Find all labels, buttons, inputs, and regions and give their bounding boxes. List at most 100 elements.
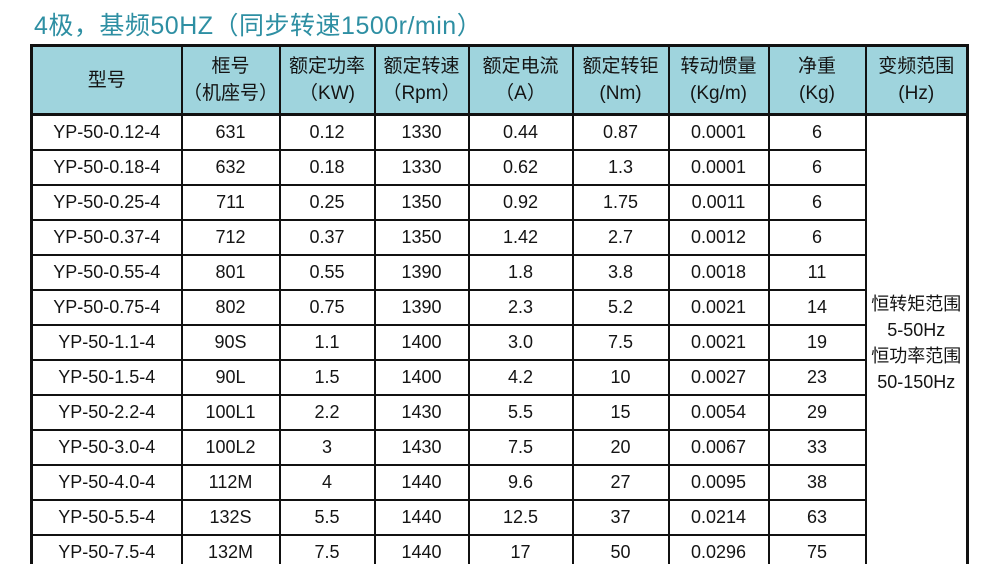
table-row: YP-50-2.2-4 100L1 2.2 1430 5.5 15 0.0054 29: [30, 394, 968, 431]
cell-frame-number: 631: [180, 113, 281, 151]
cell-rated-current: 1.8: [467, 254, 574, 291]
cell-rated-current: 5.5: [467, 394, 574, 431]
cell-rated-current: 4.2: [467, 359, 574, 396]
cell-frame-number: 711: [180, 184, 281, 221]
table-row: YP-50-0.12-4 631 0.12 1330 0.44 0.87 0.0001 6 恒转…: [30, 113, 969, 564]
cell-model: YP-50-0.37-4: [30, 219, 183, 256]
cell-model: YP-50-3.0-4: [30, 429, 183, 466]
cell-rated-speed: 1400: [373, 359, 470, 396]
table-row: YP-50-3.0-4 100L2 3 1430 7.5 20 0.0067 33: [30, 429, 968, 466]
column-header-3: 额定转速 （Rpm）: [373, 44, 470, 116]
frequency-range-note-line: 恒转矩范围: [871, 293, 962, 314]
cell-frame-number: 100L1: [180, 394, 281, 431]
table-head: 型号 框号 （机座号） 额定功率 （KW) 额定转速 （Rpm） 额定电流 （A） 额定转钜 (Nm…: [30, 44, 969, 116]
cell-model: YP-50-0.12-4: [30, 113, 183, 151]
table-row: YP-50-4.0-4 112M 4 1440 9.6 27 0.0095 38: [30, 464, 968, 501]
column-header-label: 框号: [211, 56, 250, 77]
column-header-7: 净重 (Kg): [767, 44, 867, 116]
cell-rated-power: 5.5: [278, 499, 376, 536]
cell-frame-number: 802: [180, 289, 281, 326]
cell-rated-torque: 15: [571, 394, 670, 431]
column-header-label: 额定转速: [383, 56, 460, 77]
cell-rated-current: 3.0: [467, 324, 574, 361]
cell-rated-speed: 1400: [373, 324, 470, 361]
cell-rated-torque: 27: [571, 464, 670, 501]
cell-rated-current: 0.92: [467, 184, 574, 221]
table-header-row: 型号 框号 （机座号） 额定功率 （KW) 额定转速 （Rpm） 额定电流 （A） 额定转钜 (Nm…: [30, 44, 969, 116]
cell-rated-power: 0.18: [278, 149, 376, 186]
cell-rated-torque: 0.87: [571, 113, 670, 151]
cell-moment-of-inertia: 0.0012: [667, 219, 770, 256]
motor-spec-table: 型号 框号 （机座号） 额定功率 （KW) 额定转速 （Rpm） 额定电流 （A） 额定转钜 (Nm…: [30, 44, 969, 564]
cell-rated-torque: 37: [571, 499, 670, 536]
cell-moment-of-inertia: 0.0021: [667, 289, 770, 326]
column-header-unit: （机座号）: [182, 83, 278, 104]
cell-rated-torque: 2.7: [571, 219, 670, 256]
cell-frame-number: 132S: [180, 499, 281, 536]
column-header-0: 型号: [30, 44, 183, 116]
column-header-label: 型号: [87, 69, 126, 91]
cell-rated-power: 1.1: [278, 324, 376, 361]
cell-frame-number: 100L2: [180, 429, 281, 466]
cell-moment-of-inertia: 0.0018: [667, 254, 770, 291]
column-header-unit: (Hz): [898, 83, 935, 104]
frequency-range-note: 恒转矩范围 5-50Hz 恒功率范围 50-150Hz: [864, 113, 969, 564]
cell-rated-speed: 1330: [373, 113, 470, 151]
cell-moment-of-inertia: 0.0054: [667, 394, 770, 431]
table-row: YP-50-0.18-4 632 0.18 1330 0.62 1.3 0.0001 6: [30, 149, 968, 186]
frequency-range-note-line: 50-150Hz: [877, 371, 956, 392]
cell-rated-power: 0.12: [278, 113, 376, 151]
cell-rated-speed: 1440: [373, 499, 470, 536]
column-header-5: 额定转钜 (Nm): [571, 44, 670, 116]
cell-rated-speed: 1350: [373, 184, 470, 221]
cell-moment-of-inertia: 0.0001: [667, 149, 770, 186]
cell-rated-current: 2.3: [467, 289, 574, 326]
cell-moment-of-inertia: 0.0027: [667, 359, 770, 396]
table-row: YP-50-7.5-4 132M 7.5 1440 17 50 0.0296 75: [30, 534, 968, 564]
cell-frame-number: 132M: [180, 534, 281, 564]
column-header-label: 转动惯量: [680, 56, 757, 77]
cell-rated-torque: 7.5: [571, 324, 670, 361]
cell-rated-current: 12.5: [467, 499, 574, 536]
cell-rated-current: 0.62: [467, 149, 574, 186]
cell-moment-of-inertia: 0.0001: [667, 113, 770, 151]
cell-rated-speed: 1430: [373, 394, 470, 431]
cell-moment-of-inertia: 0.0095: [667, 464, 770, 501]
cell-net-weight: 19: [767, 324, 867, 361]
table-row: YP-50-0.55-4 801 0.55 1390 1.8 3.8 0.0018 11: [30, 254, 968, 291]
cell-net-weight: 29: [767, 394, 867, 431]
cell-rated-speed: 1390: [373, 289, 470, 326]
column-header-unit: (Nm): [599, 83, 642, 104]
cell-rated-power: 2.2: [278, 394, 376, 431]
table-row: YP-50-0.25-4 711 0.25 1350 0.92 1.75 0.0011 6: [30, 184, 968, 221]
cell-rated-current: 7.5: [467, 429, 574, 466]
cell-net-weight: 23: [767, 359, 867, 396]
cell-moment-of-inertia: 0.0011: [667, 184, 770, 221]
frequency-range-note-line: 5-50Hz: [887, 319, 946, 340]
cell-rated-speed: 1390: [373, 254, 470, 291]
cell-rated-torque: 1.75: [571, 184, 670, 221]
column-header-unit: (Kg): [799, 83, 835, 104]
column-header-label: 变频范围: [878, 56, 955, 77]
cell-rated-power: 0.55: [278, 254, 376, 291]
cell-net-weight: 75: [767, 534, 867, 564]
cell-rated-torque: 10: [571, 359, 670, 396]
cell-moment-of-inertia: 0.0296: [667, 534, 770, 564]
frequency-range-note-line: 恒功率范围: [871, 345, 962, 366]
table-row: YP-50-0.75-4 802 0.75 1390 2.3 5.2 0.0021 14: [30, 289, 968, 326]
column-header-8: 变频范围 (Hz): [864, 44, 969, 116]
cell-model: YP-50-0.55-4: [30, 254, 183, 291]
cell-model: YP-50-7.5-4: [30, 534, 183, 564]
cell-rated-current: 9.6: [467, 464, 574, 501]
column-header-unit: (Kg/m): [690, 83, 747, 104]
column-header-unit: （KW): [299, 83, 355, 104]
cell-frame-number: 632: [180, 149, 281, 186]
table-row: YP-50-0.37-4 712 0.37 1350 1.42 2.7 0.0012 6: [30, 219, 968, 256]
column-header-label: 额定电流: [482, 56, 559, 77]
cell-rated-power: 0.25: [278, 184, 376, 221]
cell-moment-of-inertia: 0.0067: [667, 429, 770, 466]
cell-rated-torque: 20: [571, 429, 670, 466]
cell-rated-current: 17: [467, 534, 574, 564]
cell-moment-of-inertia: 0.0021: [667, 324, 770, 361]
